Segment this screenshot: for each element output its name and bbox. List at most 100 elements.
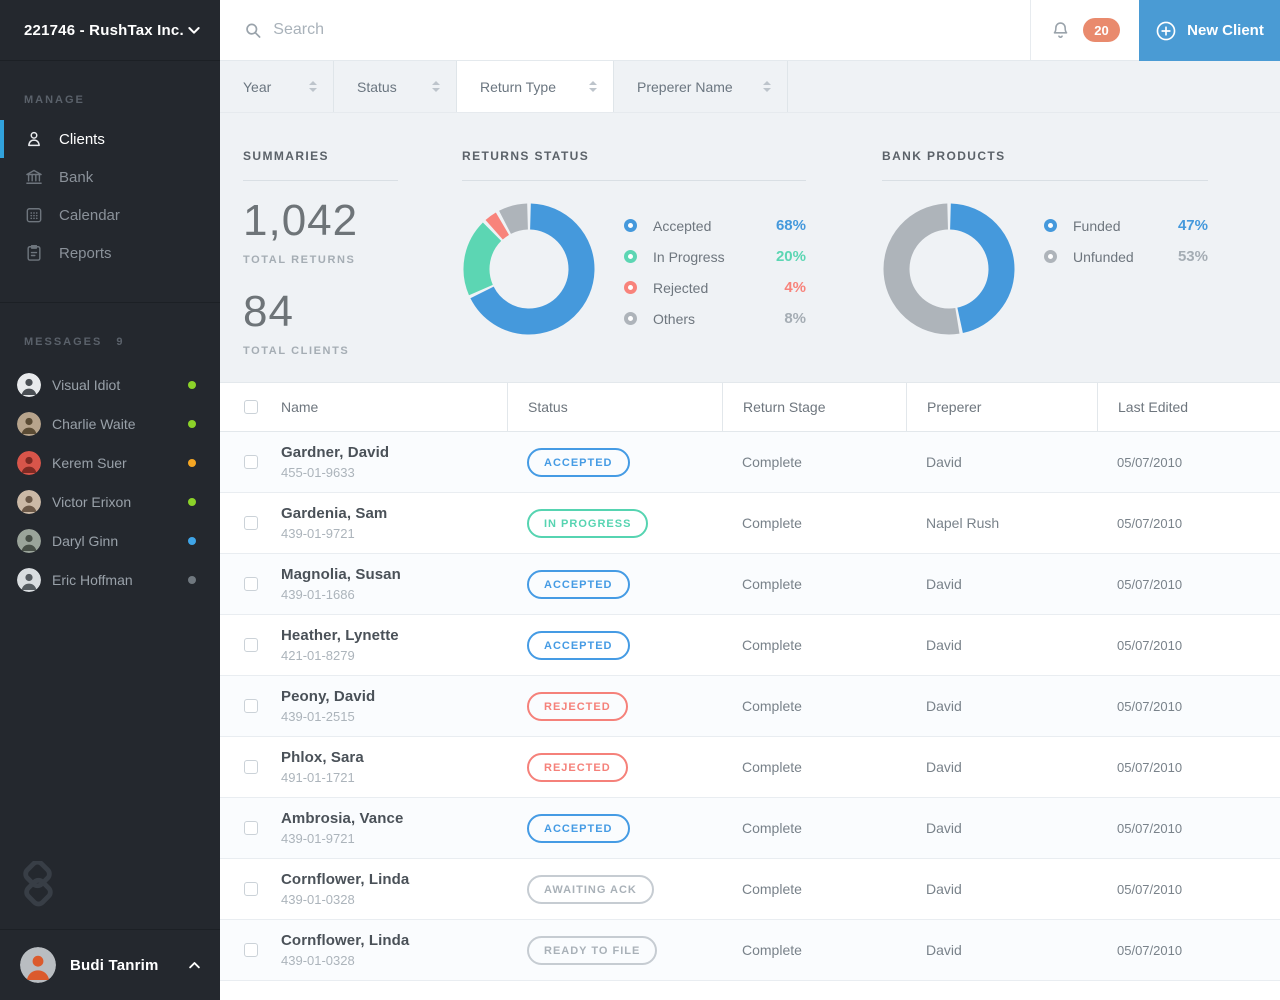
sidebar-item-bank[interactable]: Bank xyxy=(0,158,220,196)
bank-products-legend: Funded 47% Unfunded 53% xyxy=(1044,210,1208,272)
search-input[interactable] xyxy=(273,21,1030,39)
message-item[interactable]: Kerem Suer xyxy=(0,443,220,482)
client-ssn: 421-01-8279 xyxy=(281,648,355,663)
message-user-name: Visual Idiot xyxy=(52,376,121,393)
row-checkbox[interactable] xyxy=(244,516,258,530)
column-header-return-stage[interactable]: Return Stage xyxy=(722,383,906,431)
message-item[interactable]: Charlie Waite xyxy=(0,404,220,443)
client-name-cell: Cornflower, Linda 439-01-0328 xyxy=(281,932,507,968)
filter-preperer-name[interactable]: Preperer Name xyxy=(614,61,788,112)
table-row[interactable]: Phlox, Sara 491-01-1721 REJECTED Complete Da… xyxy=(220,737,1280,798)
bank-products-panel: BANK PRODUCTS Funded 47% Unfunded 53% xyxy=(882,113,1208,382)
sidebar-item-label: Bank xyxy=(59,168,94,186)
filter-return-type[interactable]: Return Type xyxy=(457,61,614,112)
sidebar-item-clients[interactable]: Clients xyxy=(0,120,220,158)
sort-arrows-icon xyxy=(589,81,597,92)
messages-count: 9 xyxy=(116,336,125,348)
status-cell: ACCEPTED xyxy=(507,813,722,843)
table-row[interactable]: Magnolia, Susan 439-01-1686 ACCEPTED Comple… xyxy=(220,554,1280,615)
client-name-cell: Magnolia, Susan 439-01-1686 xyxy=(281,566,507,602)
user-name: Budi Tanrim xyxy=(70,956,159,974)
search-bar xyxy=(220,0,1030,60)
table-header-checkbox-cell xyxy=(220,400,281,414)
table-row[interactable]: Cornflower, Linda 439-01-0328 AWAITING ACK… xyxy=(220,859,1280,920)
reports-icon xyxy=(24,243,44,263)
row-checkbox[interactable] xyxy=(244,638,258,652)
preperer-cell: David xyxy=(926,454,962,470)
legend-ring-icon xyxy=(1044,219,1057,232)
new-client-label: New Client xyxy=(1187,22,1264,39)
row-checkbox[interactable] xyxy=(244,699,258,713)
legend-ring-icon xyxy=(1044,250,1057,263)
status-cell: ACCEPTED xyxy=(507,630,722,660)
legend-item-in-progress: In Progress 20% xyxy=(624,241,806,272)
bank-products-donut-chart xyxy=(883,203,1015,335)
row-checkbox-cell xyxy=(220,882,281,896)
app-logo xyxy=(15,859,61,907)
table-row[interactable]: Gardenia, Sam 439-01-9721 IN PROGRESS Compl… xyxy=(220,493,1280,554)
column-header-status[interactable]: Status xyxy=(507,383,722,431)
table-row[interactable]: Heather, Lynette 421-01-8279 ACCEPTED Compl… xyxy=(220,615,1280,676)
legend-label: Accepted xyxy=(653,217,712,234)
row-checkbox[interactable] xyxy=(244,760,258,774)
returns-status-legend: Accepted 68% In Progress 20% Rejected 4% Other… xyxy=(624,210,806,334)
sidebar-item-label: Clients xyxy=(59,130,105,148)
client-name: Gardenia, Sam xyxy=(281,505,388,522)
sidebar-item-reports[interactable]: Reports xyxy=(0,234,220,272)
row-checkbox[interactable] xyxy=(244,882,258,896)
last-edited-cell: 05/07/2010 xyxy=(1117,881,1183,897)
message-item[interactable]: Visual Idiot xyxy=(0,365,220,404)
client-name-cell: Cornflower, Linda 439-01-0328 xyxy=(281,871,507,907)
return-stage-cell: Complete xyxy=(742,881,802,897)
client-ssn: 439-01-0328 xyxy=(281,953,355,968)
notification-badge[interactable]: 20 xyxy=(1083,18,1120,42)
message-user-name: Daryl Ginn xyxy=(52,532,119,549)
row-checkbox[interactable] xyxy=(244,943,258,957)
status-dot xyxy=(188,380,196,389)
manage-section-label: MANAGE xyxy=(24,94,85,106)
returns-status-donut-chart xyxy=(463,203,595,335)
status-badge: ACCEPTED xyxy=(527,569,630,599)
summaries-title: SUMMARIES xyxy=(243,149,329,163)
client-ssn: 439-01-1686 xyxy=(281,587,355,602)
messages-label: MESSAGES xyxy=(24,336,103,348)
client-name-cell: Ambrosia, Vance 439-01-9721 xyxy=(281,810,507,846)
new-client-button[interactable]: New Client xyxy=(1139,0,1280,61)
row-checkbox[interactable] xyxy=(244,821,258,835)
status-cell: IN PROGRESS xyxy=(507,508,722,538)
row-checkbox[interactable] xyxy=(244,577,258,591)
client-ssn: 439-01-0328 xyxy=(281,892,355,907)
returns-status-title: RETURNS STATUS xyxy=(462,149,590,163)
table-row[interactable]: Peony, David 439-01-2515 REJECTED Complete D… xyxy=(220,676,1280,737)
column-header-preperer[interactable]: Preperer xyxy=(906,383,1097,431)
row-checkbox[interactable] xyxy=(244,455,258,469)
org-switcher[interactable]: 221746 - RushTax Inc. xyxy=(0,0,220,61)
filter-status[interactable]: Status xyxy=(334,61,457,112)
message-item[interactable]: Daryl Ginn xyxy=(0,521,220,560)
table-row[interactable]: Cornflower, Linda 439-01-0328 READY TO FIL… xyxy=(220,920,1280,981)
donut-segment-unfunded xyxy=(883,203,1015,335)
status-badge: ACCEPTED xyxy=(527,813,630,843)
preperer-cell: David xyxy=(926,942,962,958)
row-checkbox-cell xyxy=(220,455,281,469)
column-header-name[interactable]: Name xyxy=(281,399,319,415)
column-header-last-edited[interactable]: Last Edited xyxy=(1097,383,1280,431)
client-name: Magnolia, Susan xyxy=(281,566,401,583)
sidebar-item-calendar[interactable]: Calendar xyxy=(0,196,220,234)
message-item[interactable]: Eric Hoffman xyxy=(0,560,220,599)
client-name: Peony, David xyxy=(281,688,376,705)
user-menu[interactable]: Budi Tanrim xyxy=(0,929,220,1000)
last-edited-cell: 05/07/2010 xyxy=(1117,698,1183,714)
preperer-cell: David xyxy=(926,820,962,836)
table-row[interactable]: Ambrosia, Vance 439-01-9721 ACCEPTED Comple… xyxy=(220,798,1280,859)
bell-icon[interactable] xyxy=(1050,20,1071,41)
select-all-checkbox[interactable] xyxy=(244,400,258,414)
client-name: Phlox, Sara xyxy=(281,749,364,766)
filter-year[interactable]: Year xyxy=(220,61,334,112)
message-item[interactable]: Victor Erixon xyxy=(0,482,220,521)
status-badge: REJECTED xyxy=(527,752,628,782)
table-row[interactable]: Gardner, David 455-01-9633 ACCEPTED Complet… xyxy=(220,432,1280,493)
returns-status-panel: RETURNS STATUS Accepted 68% In Progress 20%… xyxy=(462,113,806,382)
sort-arrows-icon xyxy=(309,81,317,92)
filter-label: Status xyxy=(357,78,397,95)
